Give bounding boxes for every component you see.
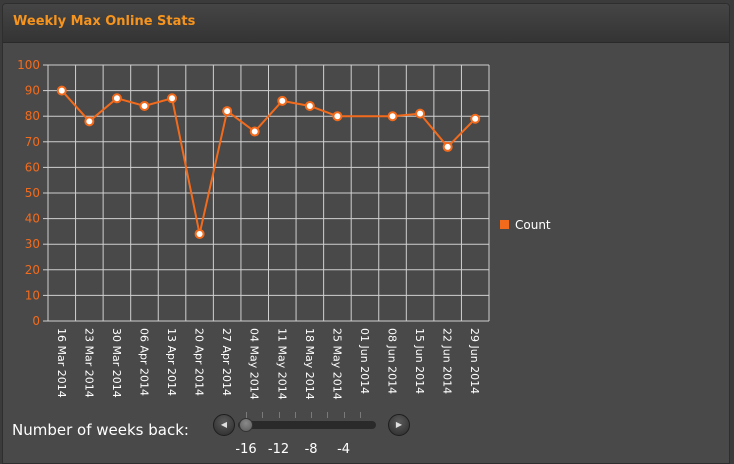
y-tick-label: 90	[25, 84, 40, 98]
slider-tick-mark	[359, 412, 361, 418]
x-tick-label: 30 Mar 2014	[110, 328, 123, 398]
data-point	[56, 85, 67, 96]
data-point	[249, 126, 260, 137]
slider-tick-mark	[262, 412, 264, 418]
x-tick-label: 15 Jun 2014	[413, 328, 426, 394]
data-point	[111, 93, 122, 104]
data-point	[139, 100, 150, 111]
x-tick-label: 23 Mar 2014	[82, 328, 95, 398]
x-tick-label: 25 May 2014	[330, 328, 343, 400]
slider-next-button[interactable]: ▶	[388, 414, 410, 436]
y-tick-label: 30	[25, 237, 40, 251]
stats-panel: Weekly Max Online Stats	[2, 3, 730, 464]
y-tick-label: 10	[25, 288, 40, 302]
y-tick-label: 100	[17, 58, 40, 72]
x-tick-label: 20 Apr 2014	[193, 328, 206, 396]
slider-tick-label: -16	[235, 442, 257, 457]
data-point	[194, 228, 205, 239]
slider-prev-button[interactable]: ◀	[213, 414, 235, 436]
data-point	[304, 100, 315, 111]
weeks-back-label: Number of weeks back:	[12, 421, 189, 439]
y-tick-label: 20	[25, 263, 40, 277]
y-tick-label: 80	[25, 109, 40, 123]
slider-tick-mark	[246, 412, 247, 418]
legend-label-count: Count	[515, 218, 551, 232]
x-tick-label: 06 Apr 2014	[137, 328, 150, 396]
data-point	[167, 93, 178, 104]
data-point	[442, 141, 453, 152]
x-tick-label: 29 Jun 2014	[468, 328, 481, 394]
slider-tick-mark	[343, 412, 345, 418]
x-tick-label: 08 Jun 2014	[386, 328, 399, 394]
y-tick-label: 70	[25, 135, 40, 149]
right-arrow-icon: ▶	[395, 420, 403, 429]
data-point	[415, 108, 426, 119]
panel-header: Weekly Max Online Stats	[3, 4, 729, 43]
x-tick-label: 04 May 2014	[248, 328, 261, 400]
y-tick-label: 60	[25, 160, 40, 174]
panel-title: Weekly Max Online Stats	[13, 14, 196, 29]
x-tick-label: 13 Apr 2014	[165, 328, 178, 396]
data-point	[84, 116, 95, 127]
slider-tick-label: -4	[337, 442, 351, 457]
x-tick-label: 11 May 2014	[275, 328, 288, 400]
slider-tick-mark	[327, 412, 329, 418]
data-point	[470, 113, 481, 124]
weeks-slider-track[interactable]	[238, 421, 376, 429]
data-point	[277, 95, 288, 106]
y-tick-label: 40	[25, 212, 40, 226]
slider-tick-mark	[294, 412, 296, 418]
data-point	[222, 106, 233, 117]
data-point	[387, 111, 398, 122]
x-tick-label: 01 Jun 2014	[358, 328, 371, 394]
y-tick-label: 50	[25, 186, 40, 200]
legend-swatch-count	[500, 220, 509, 229]
slider-tick-mark	[278, 412, 280, 418]
slider-tick-label: -12	[267, 442, 290, 457]
x-tick-label: 22 Jun 2014	[441, 328, 454, 394]
left-arrow-icon: ◀	[220, 420, 228, 429]
slider-tick-label: -8	[304, 442, 318, 457]
x-tick-label: 18 May 2014	[303, 328, 316, 400]
y-tick-label: 0	[32, 314, 40, 328]
x-tick-label: 27 Apr 2014	[220, 328, 233, 396]
data-point	[332, 111, 343, 122]
x-tick-label: 16 Mar 2014	[55, 328, 68, 398]
slider-tick-mark	[311, 412, 313, 418]
weeks-slider-thumb[interactable]	[239, 418, 253, 432]
